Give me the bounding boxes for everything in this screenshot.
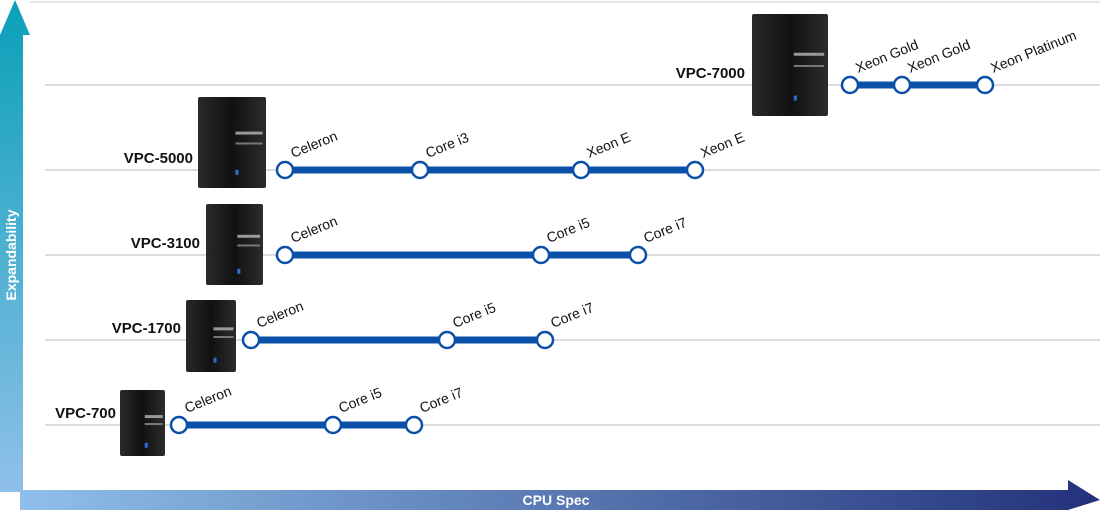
y-axis-label: Expandability (3, 209, 19, 300)
cpu-label: Core i7 (641, 214, 689, 246)
x-axis-label: CPU Spec (523, 492, 590, 508)
y-axis-arrow (0, 0, 30, 492)
tower-detail (237, 234, 261, 238)
cpu-label: Celeron (288, 213, 339, 246)
cpu-node (531, 245, 551, 265)
cpu-label: Xeon E (584, 129, 633, 161)
cpu-node (323, 415, 343, 435)
cpu-node (169, 415, 189, 435)
tower-detail (235, 131, 263, 135)
cpu-label: Xeon E (698, 129, 747, 161)
cpu-label: Core i3 (423, 129, 471, 161)
tower-detail (213, 336, 234, 338)
tower-image (120, 390, 165, 456)
tower-detail (144, 423, 163, 425)
cpu-node (975, 75, 995, 95)
cpu-label: Celeron (288, 128, 339, 161)
tower-image (198, 97, 266, 188)
cpu-label: Core i5 (450, 299, 498, 331)
cpu-node (571, 160, 591, 180)
cpu-label: Core i7 (417, 384, 465, 416)
cpu-node (437, 330, 457, 350)
tower-led (213, 357, 217, 363)
tower-detail (793, 52, 825, 56)
x-axis-arrow (20, 480, 1100, 510)
product-name: VPC-1700 (112, 320, 181, 337)
tower-image (186, 300, 236, 372)
cpu-label: Core i5 (336, 384, 384, 416)
tower-detail (237, 244, 261, 247)
product-name: VPC-3100 (131, 235, 200, 252)
cpu-label: Xeon Platinum (988, 27, 1078, 76)
product-name: VPC-7000 (676, 65, 745, 82)
cpu-node (410, 160, 430, 180)
cpu-label: Core i7 (548, 299, 596, 331)
tower-detail (213, 327, 234, 331)
cpu-node (892, 75, 912, 95)
tower-image (206, 204, 263, 285)
cpu-node (685, 160, 705, 180)
cpu-node (404, 415, 424, 435)
tower-led (793, 95, 797, 101)
cpu-label: Celeron (182, 383, 233, 416)
cpu-node (275, 160, 295, 180)
cpu-label: Celeron (254, 298, 305, 331)
tower-led (235, 169, 239, 175)
tower-led (237, 268, 241, 274)
tower-detail (235, 142, 263, 145)
tower-led (144, 442, 148, 448)
cpu-label: Core i5 (544, 214, 592, 246)
tower-detail (793, 65, 825, 67)
cpu-node (275, 245, 295, 265)
product-name: VPC-5000 (124, 150, 193, 167)
tower-image (752, 14, 828, 116)
product-name: VPC-700 (55, 405, 116, 422)
tower-detail (144, 415, 163, 419)
cpu-node (241, 330, 261, 350)
cpu-node (628, 245, 648, 265)
cpu-node (840, 75, 860, 95)
cpu-node (535, 330, 555, 350)
